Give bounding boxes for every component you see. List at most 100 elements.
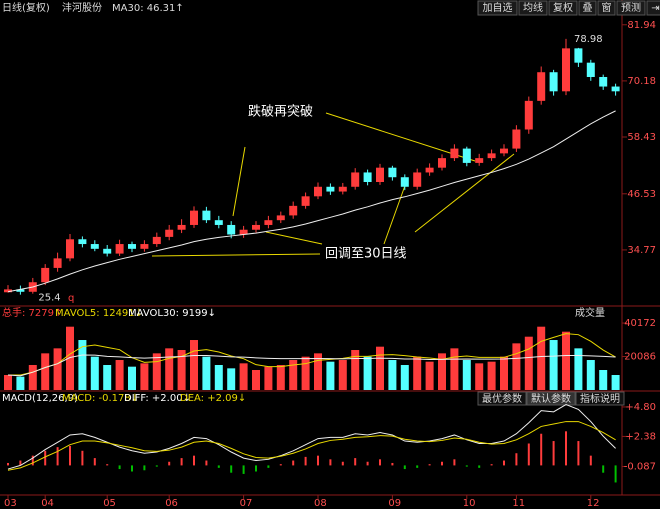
ma30-line [7,110,616,293]
toolbar-button[interactable] [477,0,518,16]
candle-body [177,224,186,230]
x-tick-label: 08 [314,498,327,509]
candle-body [475,158,484,163]
macd-button[interactable] [575,391,625,406]
x-tick-label: 06 [165,498,178,509]
volume-bar [128,366,136,390]
y-tick-label: 58.43 [627,132,656,143]
candle-body [338,186,347,192]
candle-body [400,177,409,187]
volume-bar [103,365,112,390]
volume-bar [599,370,608,390]
candle-body [599,76,608,87]
candle-body [165,229,174,237]
candle-body [4,289,12,293]
toolbar-button[interactable] [597,0,616,16]
macd-value: MACD: -0.178↓ [62,393,139,404]
candle-body [276,215,285,221]
candle-body [227,224,236,235]
toolbar-label[interactable]: 复权 [553,1,573,14]
toolbar-label[interactable]: 预测 [621,1,641,14]
macd-name: MACD(12,26,9) [2,393,78,404]
volume-bar [239,363,248,390]
volume-bar [413,356,422,390]
candle-body [239,229,248,235]
annotation: 回调至30日线 [325,247,407,262]
y-tick-label: +4.80 [625,402,656,413]
macd-button[interactable] [526,391,576,406]
volume-bar [4,375,12,390]
volume-bar [425,361,434,390]
volume-bar [177,350,186,390]
candle-body [537,72,546,101]
volume-bar [549,340,558,390]
toolbar-button[interactable] [616,0,646,16]
volume-bar [562,331,570,390]
volume-bar [574,348,583,390]
volume-bar [53,348,62,390]
volume-bar [289,360,298,390]
y-tick-label: 81.94 [627,20,656,31]
toolbar-label[interactable]: ⇥ [651,3,659,14]
volume-bar [16,376,25,390]
candle-body [214,220,223,225]
volume-bar [264,366,273,390]
x-tick-label: 05 [103,498,116,509]
toolbar-label[interactable]: 加自选 [483,1,513,14]
min-label: 25.4 [38,293,60,304]
macd-button-label[interactable]: 指标说明 [580,392,620,405]
candle-body [53,258,62,268]
period: 日线(复权) [2,1,50,14]
volume-bar [376,346,384,390]
x-tick-label: 03 [4,498,17,509]
candle-body [90,244,99,249]
volume-bar [252,370,260,390]
macd-button[interactable] [477,391,527,406]
mavol30-line [7,354,616,377]
x-tick-label: 04 [41,498,54,509]
x-tick-label: 12 [587,498,600,509]
toolbar-button[interactable] [548,0,578,16]
macd-button-label[interactable]: 默认参数 [531,392,571,405]
macd-button-label[interactable]: 最优参数 [482,392,522,405]
volume-bar [202,356,211,390]
y-tick-label: +2.38 [625,431,656,442]
volume-bar [326,361,335,390]
candle-body [202,210,211,221]
volume-bar [388,360,397,390]
volume-bar [512,343,521,390]
volume-bar [487,361,496,390]
y-tick-label: 70.18 [627,76,656,87]
volume-bar [227,368,236,390]
toolbar-button[interactable] [518,0,548,16]
candle-body [524,100,533,130]
candle-body [450,148,459,159]
volume-bar [78,340,87,390]
y-tick-label: 34.77 [627,245,656,256]
toolbar-button[interactable] [578,0,597,16]
annotation-arrows [151,112,515,257]
candle-body [376,167,384,182]
candle-body [462,148,471,163]
volume-bar [276,365,285,390]
volume-bar [301,356,310,390]
volume-bar [41,353,50,390]
mavol30: MAVOL30: 9199↓ [128,308,216,319]
volume-bar [140,363,149,390]
x-tick-label: 11 [512,498,525,509]
toolbar-label[interactable]: 叠 [583,2,593,14]
volume-bar [363,356,372,390]
volume-button[interactable]: 成交量 [575,306,605,319]
volume-bar [351,350,360,390]
toolbar-label[interactable]: 均线 [523,1,543,14]
toolbar-button[interactable] [646,0,660,16]
toolbar-label[interactable]: 窗 [602,1,612,14]
candle-body [586,62,595,77]
volume-bar [152,353,161,390]
candle-body [326,186,335,192]
candle-body [190,210,198,225]
candle-body [574,48,583,63]
volume-bar [500,356,508,390]
x-tick-label: 09 [388,498,401,509]
volume-bar [338,360,347,390]
